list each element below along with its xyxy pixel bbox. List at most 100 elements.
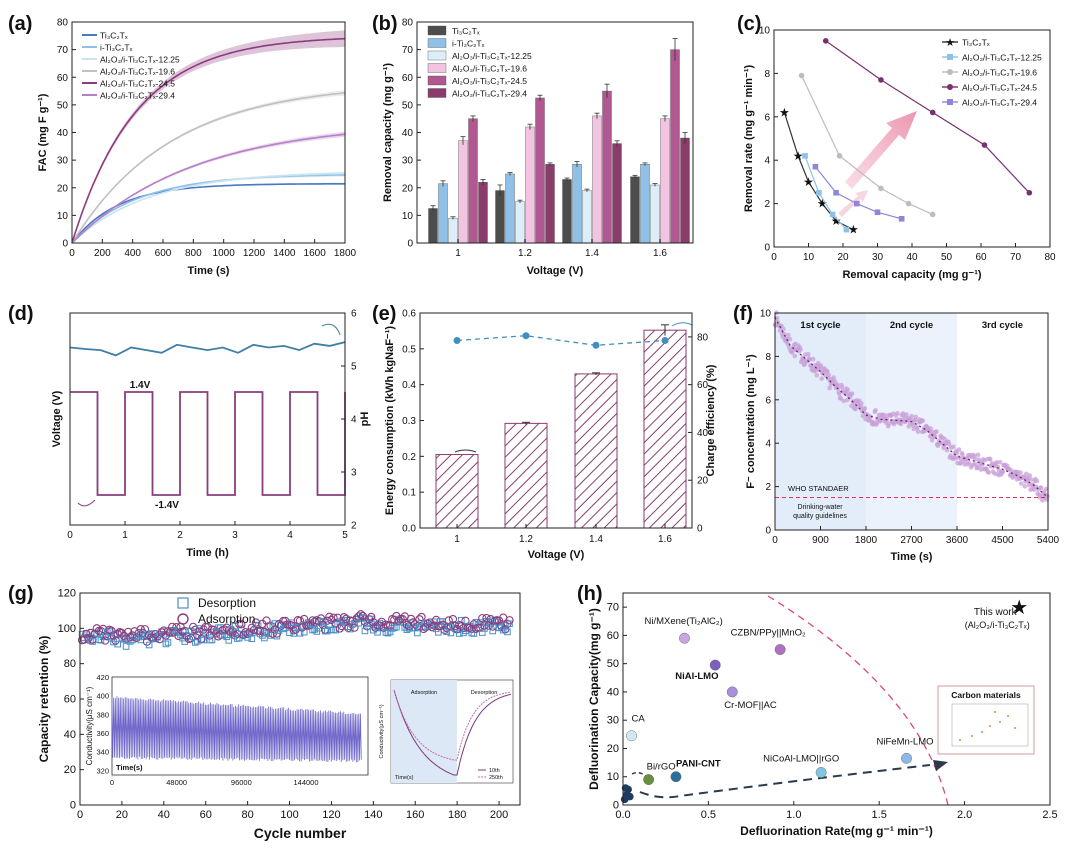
desorption-point: [502, 622, 509, 629]
bar: [630, 176, 640, 244]
data-point: [845, 387, 851, 393]
bar: [438, 183, 448, 244]
data-point: [928, 426, 933, 431]
legend-marker: ★: [945, 37, 955, 49]
data-point: [913, 414, 919, 420]
x-tick-label: 900: [812, 535, 829, 546]
y2-tick-label: 80: [697, 332, 709, 343]
desorption-point: [191, 639, 199, 646]
y-tick-label: 2: [765, 482, 771, 493]
voltage-line: [70, 391, 346, 496]
inset-y-tick: 360: [96, 729, 109, 738]
desorption-point: [443, 628, 450, 636]
legend-marker: [947, 99, 953, 105]
y-tick-label: 2: [764, 199, 770, 210]
y-axis-label: F⁻ concentration (mg L⁻¹): [745, 354, 757, 489]
annotation: -1.4V: [155, 500, 179, 511]
adsorption-point: [367, 612, 376, 622]
y2-tick-label: 0: [697, 524, 703, 535]
inset-point: [959, 739, 961, 741]
y-axis-label: Defluorination Capacity(mg g⁻¹): [587, 608, 601, 790]
x-tick-label: 5400: [1037, 535, 1060, 546]
y-tick-label: 30: [57, 156, 69, 167]
legend-label: Al₂O₃/i-Ti₃C₂Tₓ-19.6: [452, 64, 527, 74]
inset-y-tick: 380: [96, 710, 109, 719]
y-tick-label: 40: [607, 686, 619, 698]
data-point: [987, 457, 993, 462]
y-tick-label: 30: [402, 156, 414, 167]
panel-a: (a) 0 200 400 600 800 1000 1200 1400 1600 1800 0 10 2…: [8, 13, 357, 277]
y-tick-label: 80: [64, 658, 76, 670]
x-tick-label: 2: [177, 530, 183, 541]
data-point: [792, 353, 798, 359]
x-axis-label: Time (s): [188, 265, 230, 277]
threshold-label: WHO STANDAER: [788, 484, 849, 493]
x-tick-label: 200: [490, 809, 508, 821]
desorption-point: [225, 637, 233, 644]
series-line: [71, 133, 346, 244]
legend-label: Desorption: [198, 596, 256, 610]
legend-label: Al₂O₃/i-Ti₃C₂Tₓ-19.6: [962, 68, 1037, 78]
efficiency-point: [592, 341, 600, 349]
data-point: [786, 332, 791, 338]
y-tick-label: 0.4: [402, 380, 416, 391]
series-line: [71, 92, 346, 244]
legend-label: Al₂O₃/i-Ti₃C₂Tₓ-24.5: [100, 79, 175, 89]
adsorption-point: [335, 624, 344, 633]
square-marker: [874, 209, 881, 216]
y-tick-label: 10: [57, 211, 69, 222]
panel-label: (a): [8, 13, 32, 35]
y-tick-label: 120: [58, 588, 76, 600]
legend-label: Ti₃C₂Tₓ: [100, 31, 128, 41]
adsorption-point: [172, 622, 181, 632]
y-axis-label: Voltage (V): [51, 390, 63, 447]
series-band: [72, 90, 345, 243]
data-point: [909, 413, 914, 419]
inset-point: [981, 731, 983, 733]
star-marker: ★: [848, 223, 859, 237]
desorption-point: [506, 620, 513, 628]
bar: [448, 217, 458, 244]
x-tick-label: 1: [455, 248, 461, 259]
y-tick-label: 10: [607, 771, 619, 783]
trend-line: [774, 316, 1049, 498]
circle-marker: [929, 109, 936, 116]
inset-region-label: Adsorption: [411, 690, 437, 696]
panel-e: (e) 1 1.2 1.4 1.6 0.0 0.1 0.2 0.3 0.4 0.5 0.6 0 20 40 6…: [372, 303, 717, 561]
inset-x-tick: 144000: [294, 778, 319, 787]
bar: [505, 173, 515, 244]
y-tick-label: 40: [64, 729, 76, 741]
adsorption-point: [329, 613, 338, 622]
y-tick-label: 4: [764, 156, 770, 167]
x-tick-label: 1800: [334, 248, 357, 259]
x-tick-label: 2.0: [957, 809, 972, 821]
data-point: [915, 429, 921, 435]
data-point: [898, 421, 904, 427]
desorption-point: [430, 618, 438, 626]
x-tick-label: 1.6: [653, 248, 667, 259]
desorption-point: [208, 636, 216, 644]
y-tick-label: 70: [607, 602, 619, 614]
y-tick-label: 80: [402, 18, 414, 29]
x-tick-label: 20: [116, 809, 128, 821]
circle-marker: [822, 38, 829, 44]
legend-label: Al₂O₃/i-Ti₃C₂Tₓ-24.5: [452, 76, 527, 86]
y-tick-label: 20: [607, 743, 619, 755]
x-tick-label: 1.2: [518, 248, 532, 259]
this-work-star: ★: [1010, 597, 1028, 619]
data-point: [904, 412, 909, 417]
y-tick-label: 6: [764, 112, 770, 123]
inset-x-tick: 96000: [231, 778, 252, 787]
desorption-point: [504, 628, 511, 636]
inset-x-tick: 48000: [166, 778, 187, 787]
x-tick-label: 1.2: [519, 534, 533, 545]
desorption-point: [460, 629, 467, 637]
legend-label: i-Ti₃C₂Tₓ: [100, 43, 133, 53]
legend-label: Ti₃C₂Tₓ: [962, 38, 990, 48]
legend-label: Al₂O₃/i-Ti₃C₂Tₓ-12.25: [962, 53, 1042, 63]
data-point: [1028, 477, 1034, 482]
star-marker: ★: [793, 149, 804, 163]
desorption-point: [93, 629, 101, 637]
y-tick-label: 70: [57, 45, 69, 56]
